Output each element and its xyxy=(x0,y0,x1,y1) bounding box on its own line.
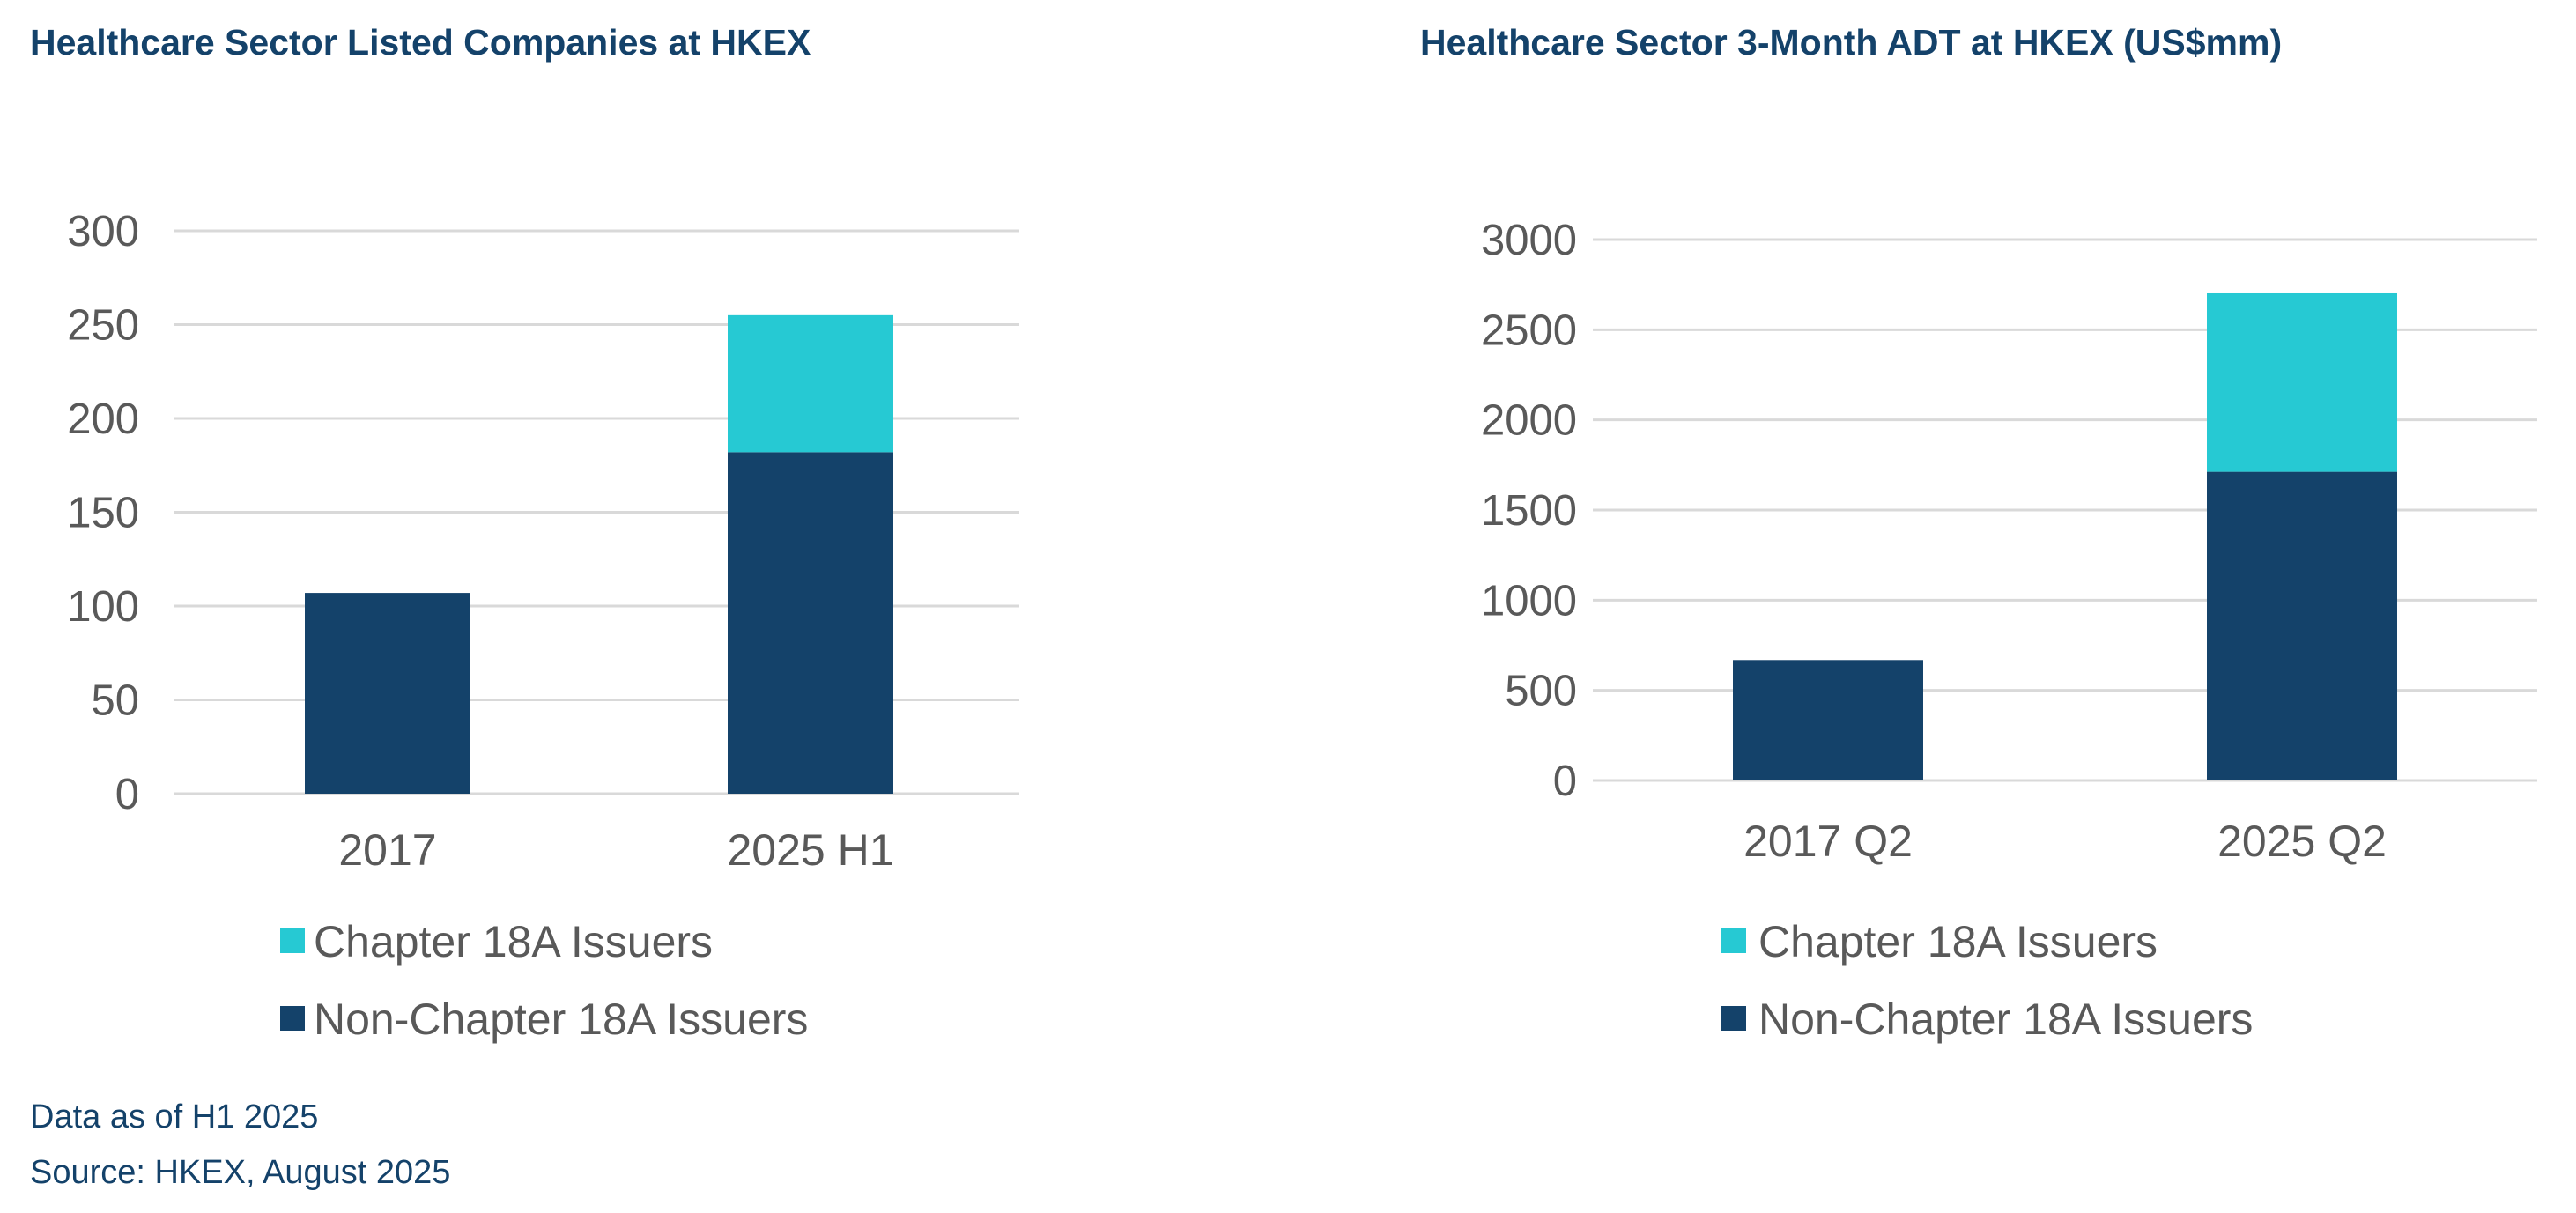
y-tick-label: 100 xyxy=(67,583,139,631)
x-category-label: 2017 Q2 xyxy=(1743,817,1913,866)
chart-title-right: Healthcare Sector 3-Month ADT at HKEX (U… xyxy=(1420,22,2282,63)
bar-segment-chapter-18a xyxy=(2207,292,2397,472)
adt-chart: 0 500 1000 1500 2000 2500 3000 2017 Q2 2025 Q2 Ch… xyxy=(1481,217,2537,1044)
y-tick-label: 1500 xyxy=(1481,487,1577,535)
legend-label: Non-Chapter 18A Issuers xyxy=(1758,995,2253,1044)
y-tick-label: 200 xyxy=(67,396,139,443)
legend-swatch xyxy=(1721,1006,1746,1031)
legend-swatch xyxy=(280,928,305,953)
y-tick-label: 500 xyxy=(1505,668,1577,715)
y-tick-label: 50 xyxy=(91,677,139,725)
footnote-source: Source: HKEX, August 2025 xyxy=(30,1154,450,1191)
y-tick-label: 2000 xyxy=(1481,397,1577,445)
x-category-label: 2025 Q2 xyxy=(2217,817,2387,866)
bar-segment-non-chapter-18a xyxy=(2207,471,2397,780)
listed-companies-chart: 0 50 100 150 200 250 300 2017 2025 H1 Chapter 18A… xyxy=(67,208,1019,1044)
legend-label: Non-Chapter 18A Issuers xyxy=(314,995,808,1044)
bar-segment-chapter-18a xyxy=(728,314,893,453)
footnote-data-as-of: Data as of H1 2025 xyxy=(30,1098,318,1135)
bar-segment-non-chapter-18a xyxy=(728,452,893,794)
y-tick-label: 300 xyxy=(67,208,139,255)
y-tick-label: 150 xyxy=(67,490,139,537)
chart-title-left: Healthcare Sector Listed Companies at HK… xyxy=(30,22,811,63)
legend-swatch xyxy=(1721,928,1746,953)
y-tick-label: 0 xyxy=(1553,758,1577,805)
x-category-label: 2017 xyxy=(338,825,436,875)
legend-label: Chapter 18A Issuers xyxy=(314,917,713,966)
y-tick-label: 1000 xyxy=(1481,577,1577,625)
y-tick-label: 0 xyxy=(115,771,139,818)
bar-segment-non-chapter-18a xyxy=(1733,660,1923,780)
y-tick-label: 250 xyxy=(67,302,139,350)
bar-segment-non-chapter-18a xyxy=(305,593,470,794)
y-tick-label: 2500 xyxy=(1481,307,1577,354)
legend-swatch xyxy=(280,1006,305,1031)
legend-label: Chapter 18A Issuers xyxy=(1758,917,2158,966)
x-category-label: 2025 H1 xyxy=(727,825,893,875)
y-tick-label: 3000 xyxy=(1481,217,1577,264)
